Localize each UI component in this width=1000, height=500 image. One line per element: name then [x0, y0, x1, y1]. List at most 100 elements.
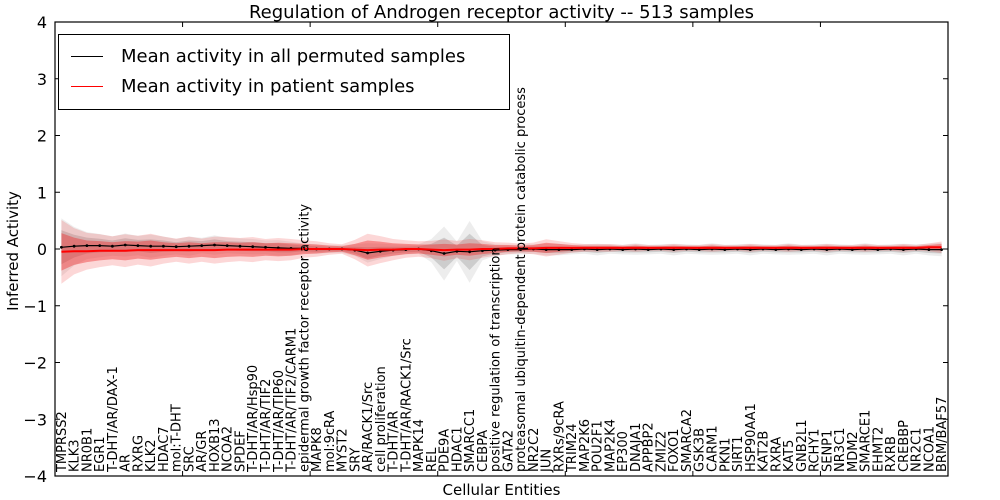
- x-category-label: EGR1: [93, 436, 108, 472]
- x-category-label: HSP90AA1: [744, 403, 759, 472]
- x-category-label: cell proliferation: [374, 366, 389, 472]
- x-category-label: T-DHT/AR/TIF2/CARM1: [285, 328, 300, 473]
- x-category-label: NR0B1: [80, 428, 95, 472]
- x-category-label: RXRs/9cRA: [552, 401, 567, 472]
- marker-dot-icon: [251, 245, 255, 249]
- x-category-label: MAPK8: [310, 427, 325, 472]
- x-category-label: PDE9A: [438, 429, 453, 472]
- y-tick-label: −1: [23, 297, 47, 316]
- x-category-label: FOXO1: [667, 429, 682, 472]
- legend-item-patient: Mean activity in patient samples: [71, 71, 499, 101]
- x-category-label: MAP2K6: [578, 419, 593, 472]
- legend-label-permuted: Mean activity in all permuted samples: [121, 45, 466, 67]
- x-axis-label: Cellular Entities: [442, 481, 561, 499]
- x-category-label: RCHY1: [808, 429, 823, 472]
- marker-dot-icon: [111, 244, 114, 248]
- black-line-swatch-icon: [71, 55, 103, 57]
- x-category-label: TMPRSS2: [55, 411, 70, 473]
- x-category-label: MDM2: [846, 431, 861, 472]
- y-tick-label: −3: [23, 410, 47, 429]
- marker-dot-icon: [187, 244, 191, 248]
- x-category-label: RXRA: [769, 437, 784, 472]
- x-category-label: GATA2: [501, 430, 516, 472]
- x-category-label: SENP1: [820, 430, 835, 472]
- y-axis-label: Inferred Activity: [4, 191, 22, 311]
- marker-dot-icon: [902, 248, 905, 252]
- marker-dot-icon: [468, 250, 471, 254]
- x-category-label: PKN1: [718, 438, 733, 472]
- x-category-label: HDAC1: [450, 426, 465, 472]
- x-category-label: MYST2: [336, 428, 351, 472]
- marker-dot-icon: [774, 248, 778, 252]
- marker-dot-icon: [723, 248, 727, 252]
- x-category-label: KLK3: [68, 439, 83, 472]
- marker-dot-icon: [174, 245, 178, 249]
- x-category-label: SRY: [348, 448, 363, 472]
- x-category-label: MAPK14: [412, 419, 427, 472]
- x-category-label: NCOA1: [922, 426, 937, 472]
- x-category-label: MAP2K4: [603, 419, 618, 472]
- x-category-label: T-DHT/AR: [387, 411, 402, 473]
- x-category-label: KAT2B: [757, 431, 772, 472]
- x-category-label: T-DHT/AR/DAX-1: [106, 366, 121, 473]
- marker-dot-icon: [162, 244, 165, 248]
- marker-dot-icon: [799, 248, 803, 252]
- x-category-label: T-DHT/AR/Hsp90: [246, 365, 261, 473]
- x-category-label: SMARCA2: [680, 409, 695, 472]
- marker-dot-icon: [557, 248, 561, 252]
- x-category-label: TRIM24: [565, 423, 580, 473]
- x-category-label: HOXB13: [208, 418, 223, 472]
- x-category-label: AR: [119, 454, 134, 472]
- marker-dot-icon: [927, 248, 931, 252]
- marker-dot-icon: [621, 248, 625, 252]
- marker-dot-icon: [136, 244, 140, 248]
- marker-dot-icon: [697, 248, 701, 252]
- marker-dot-icon: [570, 248, 574, 252]
- x-category-label: POU2F1: [591, 420, 606, 472]
- marker-dot-icon: [225, 244, 229, 248]
- x-category-label: ZMIZ2: [654, 431, 669, 472]
- x-category-label: SIRT1: [731, 436, 746, 472]
- x-category-label: mol:T-DHT: [170, 404, 185, 472]
- x-category-label: HDAC7: [157, 426, 172, 472]
- y-tick-label: 4: [37, 13, 47, 32]
- marker-dot-icon: [595, 248, 599, 252]
- x-category-label: SRC: [182, 446, 197, 472]
- line-permuted: [61, 244, 942, 255]
- x-category-label: EHMT2: [871, 427, 886, 472]
- marker-dot-icon: [149, 244, 153, 248]
- y-tick-label: 2: [37, 127, 47, 146]
- x-category-label: mol:9cRA: [323, 410, 338, 472]
- y-tick-label: 1: [37, 183, 47, 202]
- x-category-label: NR3C1: [833, 428, 848, 472]
- x-category-label: proteasomal ubiquitin-dependent protein …: [514, 87, 529, 472]
- x-category-label: CEBPA: [476, 430, 491, 472]
- marker-dot-icon: [940, 248, 943, 252]
- marker-dot-icon: [200, 244, 204, 248]
- x-category-label: GNB2L1: [795, 419, 810, 472]
- x-category-label: KLK2: [144, 439, 159, 472]
- x-category-label: SMARCE1: [859, 410, 874, 472]
- legend-item-permuted: Mean activity in all permuted samples: [71, 41, 499, 71]
- x-category-label: AR/GR: [195, 431, 210, 472]
- x-category-label: SPDEF: [233, 430, 248, 472]
- x-category-label: SMARCC1: [463, 409, 478, 472]
- legend-label-patient: Mean activity in patient samples: [121, 75, 415, 97]
- x-category-label: AR/RACK1/Src: [361, 382, 376, 472]
- x-category-label: RXRG: [131, 435, 146, 472]
- x-category-labels: TMPRSS2KLK3NR0B1EGR1T-DHT/AR/DAX-1ARRXRG…: [55, 87, 950, 473]
- band-patient-outer: [61, 220, 942, 284]
- marker-dot-icon: [60, 245, 63, 249]
- x-category-label: T-DHT/AR/RACK1/Src: [399, 338, 414, 473]
- x-category-label: KAT5: [782, 440, 797, 472]
- x-category-label: BRM/BAF57: [935, 397, 950, 472]
- x-category-label: CREBBP: [897, 420, 912, 472]
- marker-dot-icon: [366, 251, 369, 255]
- marker-dot-icon: [442, 252, 446, 255]
- marker-dot-icon: [213, 243, 216, 247]
- chart-title: Regulation of Androgen receptor activity…: [248, 2, 755, 23]
- x-category-label: APPBP2: [642, 422, 657, 472]
- marker-dot-icon: [876, 248, 880, 252]
- x-category-label: T-DHT/AR/TIF2: [259, 379, 274, 473]
